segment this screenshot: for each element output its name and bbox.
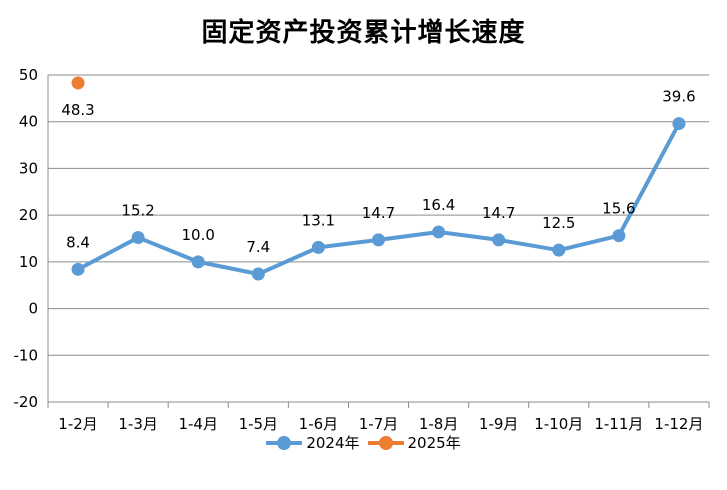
data-label: 39.6 (662, 88, 695, 106)
data-label: 12.5 (542, 214, 575, 232)
x-tick-label: 1-9月 (479, 415, 519, 433)
legend-swatch-2024 (266, 435, 303, 450)
legend-label-2024: 2024年 (306, 434, 360, 452)
data-label: 8.4 (66, 233, 90, 251)
data-label: 15.2 (121, 202, 154, 220)
legend-swatch-2025 (367, 435, 404, 450)
y-tick-label: 0 (28, 300, 38, 318)
data-point (311, 240, 325, 254)
y-tick-labels: 50 40 30 20 10 0 -10 -20 (14, 66, 39, 411)
data-point (432, 225, 446, 239)
gridlines (48, 74, 709, 403)
y-tick-label: 30 (19, 159, 38, 177)
data-label: 14.7 (362, 204, 395, 222)
x-tick-label: 1-4月 (178, 415, 218, 433)
data-label: 7.4 (246, 238, 270, 256)
x-tick-label: 1-3月 (118, 415, 158, 433)
data-label: 14.7 (482, 204, 515, 222)
data-point (492, 233, 506, 247)
data-point (71, 262, 85, 276)
data-point (191, 255, 205, 269)
legend-label-2025: 2025年 (407, 434, 461, 452)
axes (47, 75, 710, 408)
x-tick-label: 1-12月 (654, 415, 703, 433)
data-point (372, 233, 385, 247)
data-point (251, 267, 265, 281)
y-tick-label: -10 (14, 346, 39, 364)
data-label: 16.4 (422, 196, 455, 214)
data-labels: 8.4 15.2 10.0 7.4 13.1 14.7 16.4 14.7 12.5 15.6 39… (61, 88, 695, 256)
y-tick-label: 10 (19, 253, 38, 271)
data-label: 13.1 (302, 211, 335, 229)
data-label: 10.0 (182, 226, 215, 244)
legend-marker-2025 (378, 435, 393, 450)
y-tick-label: 20 (19, 206, 38, 224)
y-tick-label: 40 (19, 113, 38, 131)
y-tick-label: -20 (14, 393, 39, 411)
legend: 2024年 2025年 (0, 432, 727, 453)
legend-item-2025[interactable]: 2025年 (367, 432, 461, 453)
x-tick-label: 1-7月 (359, 415, 399, 433)
legend-marker-2024 (277, 435, 292, 450)
data-point (552, 243, 566, 257)
data-point (131, 231, 145, 245)
x-tick-label: 1-8月 (419, 415, 459, 433)
data-point (71, 76, 85, 90)
series-lines (71, 76, 686, 281)
x-tick-label: 1-5月 (239, 415, 279, 433)
series-line (77, 122, 681, 277)
x-tick-label: 1-6月 (299, 415, 339, 433)
legend-item-2024[interactable]: 2024年 (266, 432, 360, 453)
y-tick-label: 50 (19, 66, 38, 84)
data-label: 15.6 (602, 200, 635, 218)
x-tick-labels: 1-2月 1-3月 1-4月 1-5月 1-6月 1-7月 1-8月 1-9月 1-10月 1-1… (58, 415, 703, 433)
chart-title: 固定资产投资累计增长速度 (201, 18, 526, 48)
data-point (612, 229, 626, 243)
x-tick-label: 1-10月 (534, 415, 583, 433)
data-point (672, 117, 686, 131)
x-tick-label: 1-11月 (594, 415, 643, 433)
x-tick-label: 1-2月 (58, 415, 98, 433)
data-label: 48.3 (61, 101, 94, 119)
